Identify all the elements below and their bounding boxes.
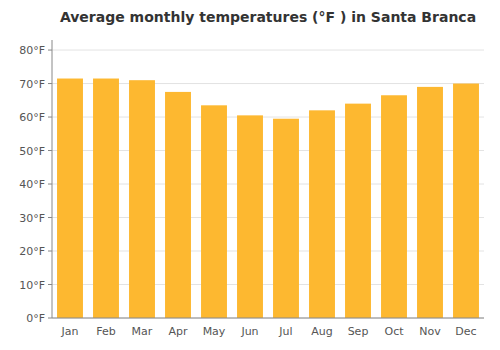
chart-svg: Average monthly temperatures (°F ) in Sa…: [0, 0, 500, 350]
bar: [453, 84, 479, 318]
y-tick: [48, 251, 52, 252]
y-tick: [48, 217, 52, 218]
y-tick: [48, 284, 52, 285]
y-tick-label: 70°F: [19, 78, 45, 91]
y-tick-label: 30°F: [19, 212, 45, 225]
x-tick-label: Jan: [61, 325, 79, 338]
bar: [309, 110, 335, 318]
y-axis-line: [52, 40, 53, 318]
x-tick-label: Apr: [168, 325, 188, 338]
x-tick-label: May: [203, 325, 226, 338]
y-tick: [48, 117, 52, 118]
bar: [201, 105, 227, 318]
y-tick-label: 60°F: [19, 111, 45, 124]
bar: [381, 95, 407, 318]
bar: [273, 119, 299, 318]
bars: [57, 79, 479, 318]
y-tick: [48, 83, 52, 84]
y-tick-label: 0°F: [26, 312, 45, 325]
y-tick-label: 10°F: [19, 279, 45, 292]
chart-title: Average monthly temperatures (°F ) in Sa…: [60, 9, 476, 25]
x-tick-label: Oct: [384, 325, 404, 338]
x-tick-label: Mar: [132, 325, 153, 338]
bar: [93, 79, 119, 318]
y-tick-label: 50°F: [19, 145, 45, 158]
bar: [417, 87, 443, 318]
x-tick-label: Jul: [278, 325, 292, 338]
y-tick: [48, 150, 52, 151]
y-tick: [48, 318, 52, 319]
bar: [237, 115, 263, 318]
x-tick-label: Dec: [455, 325, 476, 338]
x-tick-label: Feb: [96, 325, 115, 338]
x-tick-label: Sep: [348, 325, 369, 338]
bar: [57, 79, 83, 318]
y-tick-label: 80°F: [19, 44, 45, 57]
x-axis-line: [52, 318, 484, 319]
y-tick: [48, 50, 52, 51]
grid: [52, 50, 484, 318]
grid-line: [52, 318, 484, 319]
x-axis: Jan Feb Mar Apr May Jun Jul Aug Sep Oct Nov Dec: [52, 318, 484, 338]
y-tick-label: 40°F: [19, 178, 45, 191]
y-tick-label: 20°F: [19, 245, 45, 258]
bar: [345, 104, 371, 318]
x-tick-label: Jun: [240, 325, 258, 338]
x-tick-label: Aug: [311, 325, 332, 338]
x-tick-label: Nov: [419, 325, 441, 338]
chart-container: Average monthly temperatures (°F ) in Sa…: [0, 0, 500, 350]
bar: [129, 80, 155, 318]
bar: [165, 92, 191, 318]
y-tick: [48, 184, 52, 185]
grid-line: [52, 50, 484, 51]
y-axis: 0°F 10°F 20°F 30°F 40°F 50°F 60°F 70°F 80°F: [19, 40, 52, 325]
